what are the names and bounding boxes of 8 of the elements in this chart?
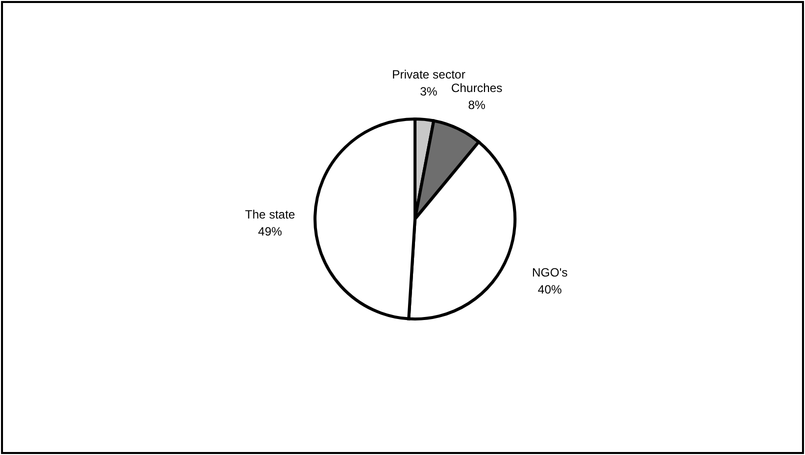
slice-label: Churches — [451, 80, 502, 95]
slice-label: Private sector — [392, 68, 466, 82]
data-label: 40% — [538, 282, 562, 296]
slice-label: The state — [245, 207, 296, 222]
data-label: 3% — [420, 84, 438, 99]
data-label: 8% — [468, 98, 486, 112]
data-label: 49% — [258, 224, 282, 238]
slice-label: NGO's — [532, 265, 568, 280]
